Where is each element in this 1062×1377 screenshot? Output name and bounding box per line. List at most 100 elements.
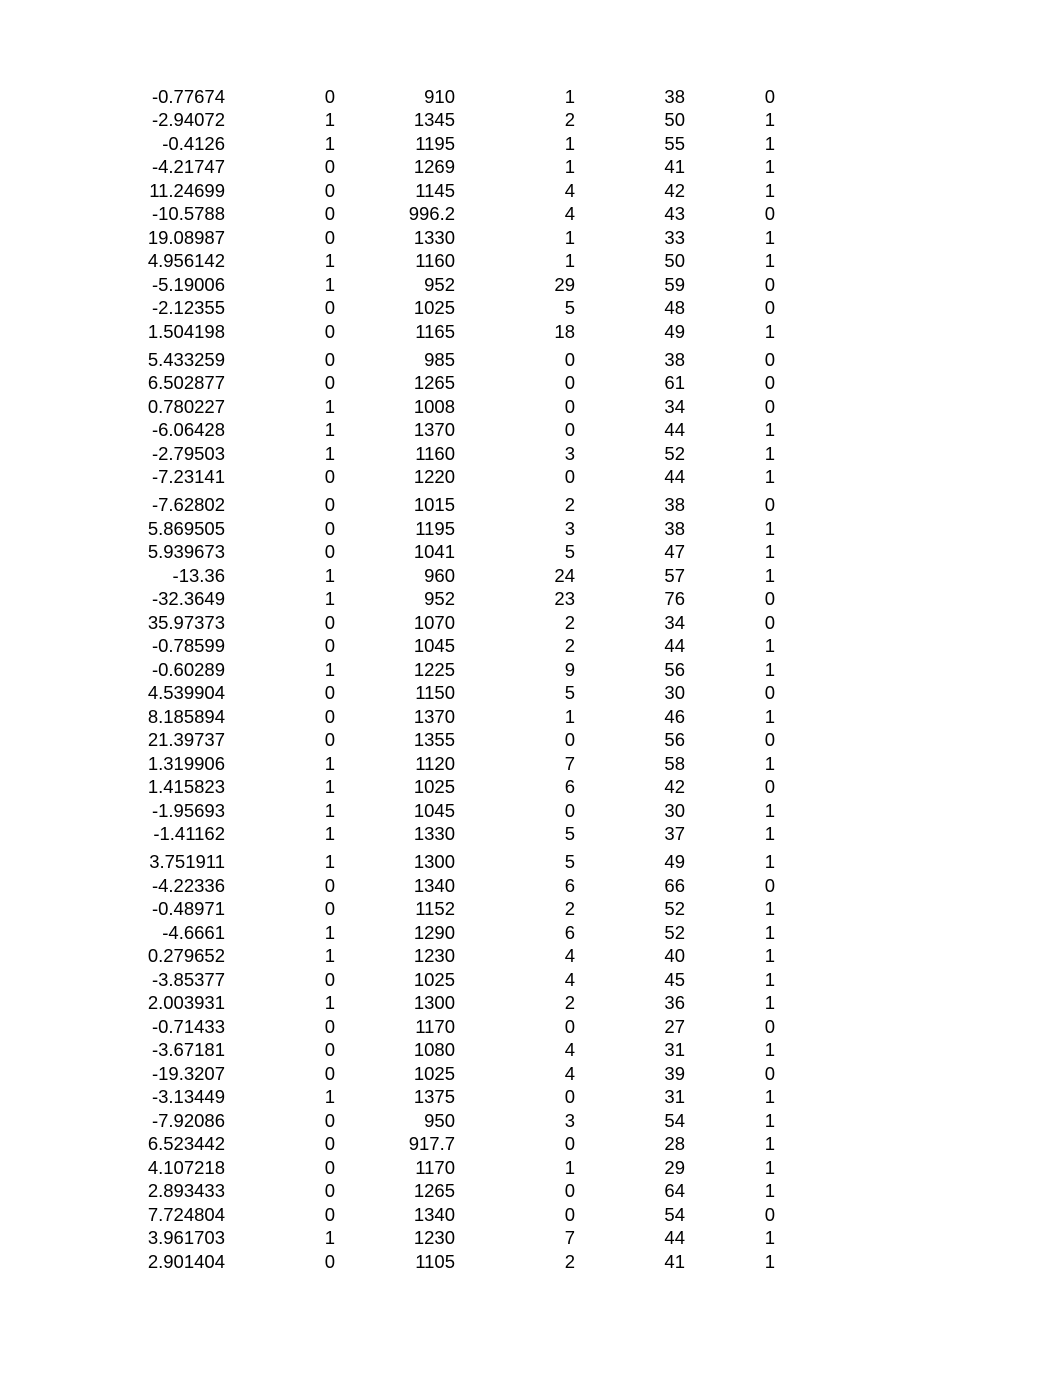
cell: 0 [265, 898, 365, 922]
cell: -6.06428 [95, 419, 265, 443]
table-row: 1.415823110256420 [95, 776, 775, 800]
cell: 0 [725, 85, 775, 109]
cell: 0 [265, 541, 365, 565]
cell: 0 [265, 611, 365, 635]
cell: 2 [495, 489, 615, 517]
cell: 4.539904 [95, 682, 265, 706]
cell: 0 [495, 372, 615, 396]
cell: 38 [615, 517, 725, 541]
cell: 28 [615, 1133, 725, 1157]
cell: 1008 [365, 395, 495, 419]
cell: 1160 [365, 250, 495, 274]
cell: 1269 [365, 156, 495, 180]
cell: 1 [265, 1227, 365, 1251]
cell: 59 [615, 273, 725, 297]
cell: 0 [725, 372, 775, 396]
cell: 31 [615, 1086, 725, 1110]
cell: 0 [725, 1062, 775, 1086]
cell: 1160 [365, 442, 495, 466]
cell: 1230 [365, 1227, 495, 1251]
cell: 2 [495, 611, 615, 635]
cell: 1 [265, 395, 365, 419]
cell: 56 [615, 729, 725, 753]
cell: 960 [365, 564, 495, 588]
cell: 54 [615, 1203, 725, 1227]
table-row: -13.36196024571 [95, 564, 775, 588]
cell: 0 [265, 226, 365, 250]
cell: 1 [725, 564, 775, 588]
table-row: -1.41162113305371 [95, 823, 775, 847]
cell: -7.92086 [95, 1109, 265, 1133]
cell: -3.67181 [95, 1039, 265, 1063]
cell: 0 [265, 1062, 365, 1086]
table-row: 7.724804013400540 [95, 1203, 775, 1227]
cell: 1 [265, 1086, 365, 1110]
cell: 1045 [365, 635, 495, 659]
cell: 8.185894 [95, 705, 265, 729]
cell: 38 [615, 344, 725, 372]
cell: 48 [615, 297, 725, 321]
cell: 5.939673 [95, 541, 265, 565]
cell: 0 [265, 1039, 365, 1063]
cell: 5.869505 [95, 517, 265, 541]
table-row: 0.780227110080340 [95, 395, 775, 419]
cell: 0.780227 [95, 395, 265, 419]
cell: 3 [495, 442, 615, 466]
cell: 3.751911 [95, 846, 265, 874]
cell: 1340 [365, 1203, 495, 1227]
cell: 1370 [365, 419, 495, 443]
cell: 1 [725, 1227, 775, 1251]
cell: 4 [495, 179, 615, 203]
cell: 1 [725, 541, 775, 565]
cell: 2.901404 [95, 1250, 265, 1274]
cell: 0 [495, 395, 615, 419]
cell: 1375 [365, 1086, 495, 1110]
table-row: 6.502877012650610 [95, 372, 775, 396]
table-row: -0.60289112259561 [95, 658, 775, 682]
cell: 1 [725, 109, 775, 133]
cell: 1.415823 [95, 776, 265, 800]
cell: 52 [615, 921, 725, 945]
cell: 1 [725, 132, 775, 156]
cell: 5 [495, 823, 615, 847]
cell: 0.279652 [95, 945, 265, 969]
cell: 5 [495, 297, 615, 321]
cell: 1370 [365, 705, 495, 729]
cell: 41 [615, 1250, 725, 1274]
cell: 4 [495, 968, 615, 992]
cell: 58 [615, 752, 725, 776]
cell: 6 [495, 776, 615, 800]
cell: 1080 [365, 1039, 495, 1063]
cell: 1 [725, 705, 775, 729]
cell: -0.48971 [95, 898, 265, 922]
cell: 18 [495, 320, 615, 344]
table-row: 1.5041980116518491 [95, 320, 775, 344]
cell: 1025 [365, 1062, 495, 1086]
row-group: 5.433259098503806.5028770126506100.78022… [95, 344, 775, 490]
cell: 1 [495, 705, 615, 729]
table-row: -3.67181010804311 [95, 1039, 775, 1063]
cell: 910 [365, 85, 495, 109]
table-row: 8.185894013701461 [95, 705, 775, 729]
cell: 1290 [365, 921, 495, 945]
cell: -1.95693 [95, 799, 265, 823]
cell: 50 [615, 109, 725, 133]
cell: 49 [615, 846, 725, 874]
cell: 0 [265, 874, 365, 898]
cell: -0.60289 [95, 658, 265, 682]
cell: 1 [725, 1039, 775, 1063]
cell: 1 [495, 226, 615, 250]
page: -0.7767409101380-2.94072113452501-0.4126… [0, 0, 1062, 1334]
cell: 1 [725, 823, 775, 847]
cell: 952 [365, 588, 495, 612]
cell: 1 [265, 419, 365, 443]
cell: 0 [725, 1015, 775, 1039]
row-group: -0.7767409101380-2.94072113452501-0.4126… [95, 85, 775, 344]
cell: 0 [495, 344, 615, 372]
cell: 1041 [365, 541, 495, 565]
table-row: 4.107218011701291 [95, 1156, 775, 1180]
cell: 44 [615, 1227, 725, 1251]
table-row: 19.08987013301331 [95, 226, 775, 250]
table-row: -5.19006195229590 [95, 273, 775, 297]
cell: 0 [495, 1203, 615, 1227]
